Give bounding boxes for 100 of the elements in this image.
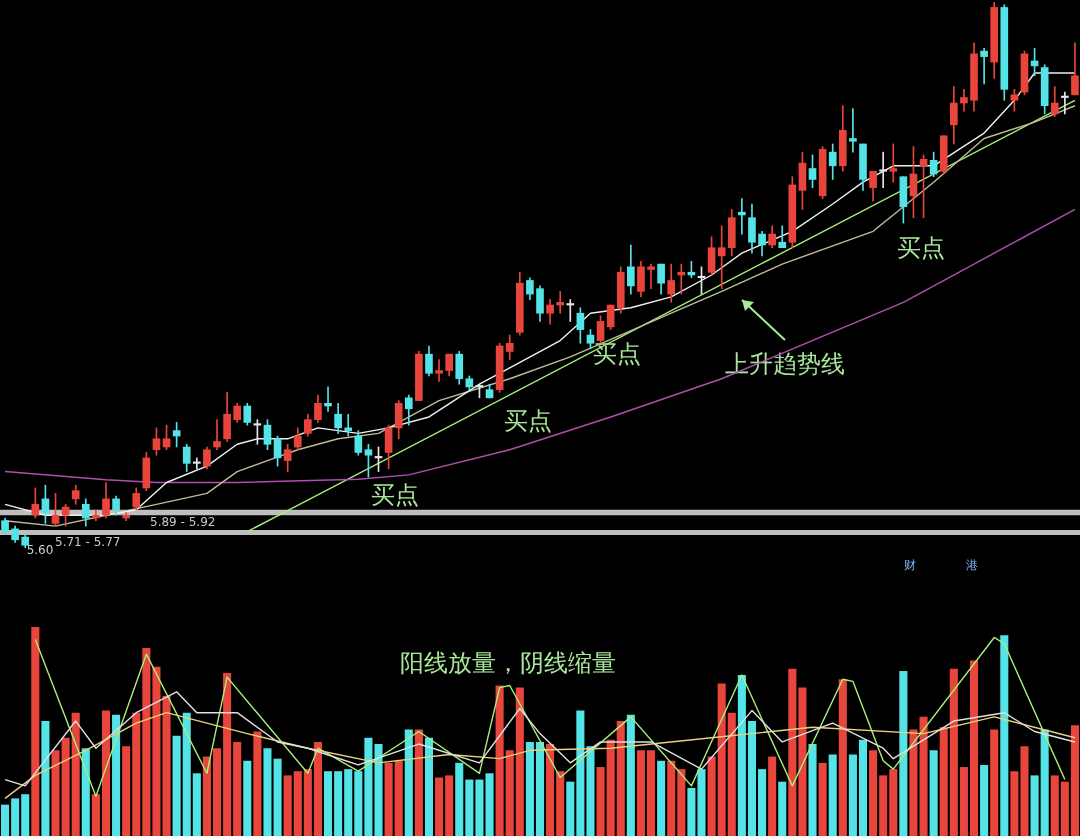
annotation: 买点 (371, 481, 419, 510)
bar (768, 756, 777, 836)
bar (505, 750, 514, 836)
bar (51, 750, 60, 836)
bar (435, 777, 444, 836)
bar (101, 710, 111, 836)
bar (707, 756, 716, 836)
bar (626, 714, 635, 836)
annotation: 买点 (897, 234, 945, 263)
bar (243, 760, 252, 836)
annotation: 5.60 (26, 543, 54, 558)
bar (646, 750, 656, 836)
bar (919, 716, 928, 836)
bar (737, 675, 746, 836)
bar (717, 683, 726, 836)
bar (61, 737, 70, 836)
bar (21, 794, 30, 836)
bar (1050, 775, 1059, 836)
bar (31, 627, 40, 836)
bar (525, 741, 534, 836)
bar (71, 712, 80, 836)
bar (495, 685, 504, 836)
bar (122, 746, 131, 836)
bar (798, 687, 807, 836)
bar (404, 729, 413, 836)
annotation: 阳线放量，阴线缩量 (400, 649, 616, 678)
bar (364, 737, 373, 836)
bar (1, 804, 10, 836)
bar (424, 737, 434, 836)
bar (606, 739, 615, 836)
bar (394, 760, 403, 836)
bar (152, 666, 161, 836)
bar (687, 787, 696, 836)
bar (1020, 746, 1029, 836)
bar (263, 748, 272, 836)
candlestick (647, 263, 655, 289)
bar (929, 750, 938, 836)
bar (172, 735, 181, 836)
bar (202, 756, 211, 836)
bar (899, 670, 908, 836)
bar (980, 764, 989, 836)
bar (465, 779, 474, 836)
bar (313, 741, 322, 836)
bar (253, 731, 262, 836)
bar (616, 721, 625, 836)
bar (697, 769, 706, 836)
bar (81, 748, 90, 836)
bar (727, 712, 736, 836)
bar (556, 771, 565, 836)
bar (233, 741, 242, 836)
bar (344, 769, 353, 836)
bar (142, 647, 151, 836)
bar (132, 712, 141, 836)
bar (283, 775, 292, 836)
bar (959, 767, 968, 836)
bar (788, 668, 797, 836)
bar (758, 769, 767, 836)
bar (485, 773, 494, 836)
bar (939, 727, 948, 836)
candlestick (435, 359, 443, 382)
bar (636, 750, 645, 836)
band-label: 5.71 - 5.77 (55, 535, 121, 550)
bar (475, 779, 484, 836)
bar (838, 679, 847, 836)
bar (677, 769, 686, 836)
bar (455, 762, 464, 836)
bar (1010, 771, 1019, 836)
bar (293, 771, 302, 836)
bar (334, 771, 343, 836)
bar (818, 762, 827, 836)
bar (374, 744, 383, 836)
bar (808, 744, 817, 836)
bar (273, 758, 282, 836)
bar (909, 729, 918, 836)
annotation: 买点 (504, 407, 552, 436)
bar (445, 775, 454, 836)
bar (1060, 781, 1069, 836)
bar (11, 798, 20, 836)
bar (41, 721, 50, 836)
bar (91, 794, 100, 836)
bar (414, 729, 423, 836)
text: 港 (966, 558, 978, 573)
bar (354, 771, 363, 836)
bar (778, 781, 787, 836)
text: 财 (904, 558, 916, 573)
bar (848, 754, 857, 836)
bar (990, 729, 999, 836)
bar (182, 712, 191, 836)
bar (667, 760, 676, 836)
candlestick (849, 108, 857, 153)
bar (858, 739, 868, 836)
bar (1000, 635, 1009, 836)
candlestick (889, 143, 898, 183)
bar (586, 746, 595, 836)
bar (747, 721, 756, 836)
bar (223, 672, 232, 836)
bar (162, 695, 171, 836)
bar (515, 687, 524, 836)
bar (112, 714, 121, 836)
bar (1070, 725, 1079, 836)
